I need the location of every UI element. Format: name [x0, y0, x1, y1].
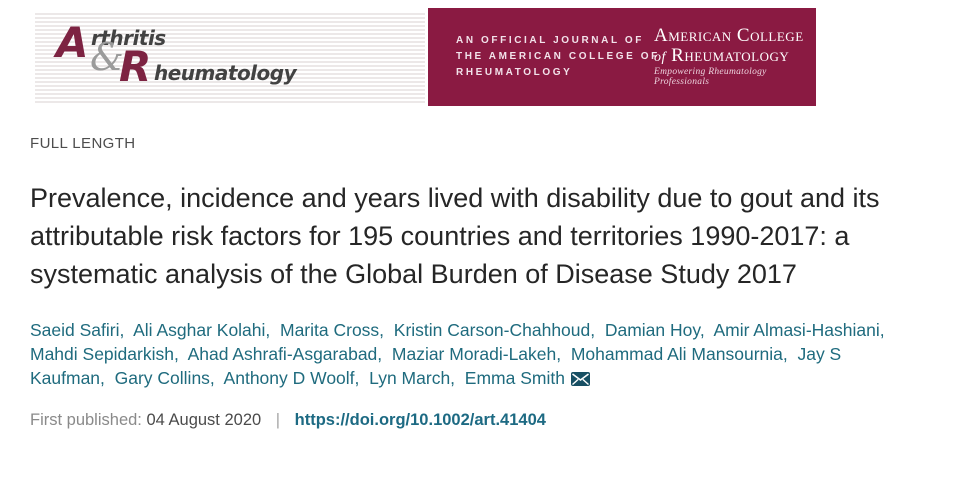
logo-word-arthritis: rthritis	[91, 26, 166, 50]
official-line-2: THE AMERICAN COLLEGE OF	[456, 51, 660, 62]
doi-link[interactable]: https://doi.org/10.1002/art.41404	[294, 411, 546, 429]
article-title: Prevalence, incidence and years lived wi…	[30, 183, 880, 289]
logo-ampersand: &	[90, 35, 124, 79]
official-line-3: RHEUMATOLOGY	[456, 67, 573, 78]
logo-word-rheumatology: heumatology	[154, 61, 297, 85]
first-published-date: 04 August 2020	[146, 411, 262, 429]
separator: |	[275, 411, 281, 429]
publication-info: First published: 04 August 2020 | https:…	[30, 410, 935, 430]
acr-logo-of: of	[654, 49, 666, 65]
acr-logo: American College of Rheumatology Empower…	[648, 24, 816, 89]
journal-masthead: A rthritis & R heumatology AN OFFICIAL J…	[0, 0, 955, 106]
acr-logo-rheumatology: Rheumatology	[671, 44, 790, 66]
first-published-label: First published:	[30, 411, 142, 429]
author-list[interactable]: Saeid Safiri, Ali Asghar Kolahi, Marita …	[30, 320, 895, 388]
official-journal-text: AN OFFICIAL JOURNAL OF THE AMERICAN COLL…	[428, 33, 660, 81]
envelope-icon[interactable]	[570, 372, 590, 386]
acr-banner[interactable]: AN OFFICIAL JOURNAL OF THE AMERICAN COLL…	[428, 8, 816, 106]
article-category-label: FULL LENGTH	[30, 135, 136, 152]
acr-logo-line-2: of Rheumatology	[654, 44, 816, 66]
acr-logo-line-1: American College	[654, 24, 804, 46]
acr-tagline: Empowering Rheumatology Professionals	[654, 67, 767, 88]
logo-letter-r: R	[119, 42, 152, 91]
logo-letter-a: A	[56, 18, 89, 67]
article-header: FULL LENGTH Prevalence, incidence and ye…	[0, 135, 955, 430]
journal-logo[interactable]: A rthritis & R heumatology	[35, 11, 425, 105]
author-list-row: Saeid Safiri, Ali Asghar Kolahi, Marita …	[30, 318, 915, 390]
official-line-1: AN OFFICIAL JOURNAL OF	[456, 35, 644, 46]
